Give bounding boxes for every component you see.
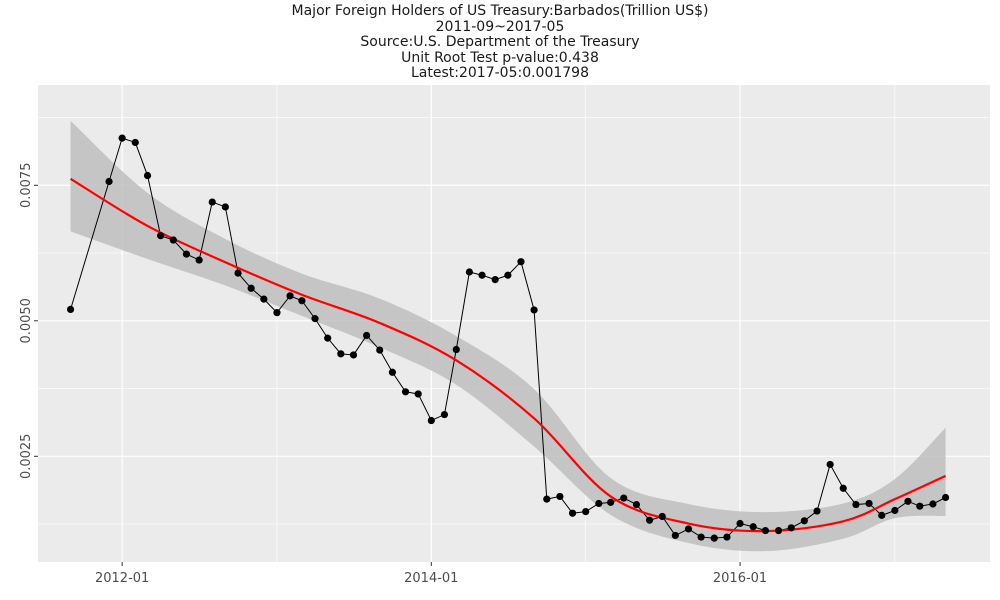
data-point	[813, 507, 821, 515]
data-point	[273, 309, 281, 317]
data-point	[671, 531, 679, 540]
data-point	[208, 198, 216, 206]
data-point	[800, 517, 808, 525]
data-point	[761, 526, 770, 535]
chart-subtitle-pvalue: Unit Root Test p-value:0.438	[401, 49, 599, 66]
data-point	[414, 390, 422, 398]
data-point	[941, 493, 950, 502]
confidence-band	[70, 120, 946, 552]
chart-subtitle-latest: Latest:2017-05:0.001798	[411, 65, 589, 81]
chart-titles: Major Foreign Holders of US Treasury:Bar…	[0, 3, 1000, 82]
data-point	[723, 533, 731, 541]
data-point	[697, 533, 705, 541]
data-point	[311, 315, 319, 323]
data-point	[298, 297, 306, 305]
data-point	[929, 500, 937, 508]
data-point	[260, 295, 268, 303]
chart-subtitle-range: 2011-09~2017-05	[435, 18, 565, 35]
data-point	[658, 512, 666, 521]
data-point	[684, 525, 693, 533]
data-point	[826, 460, 834, 469]
data-point	[556, 492, 564, 501]
data-point	[286, 292, 294, 300]
data-point	[221, 203, 229, 211]
chart-subtitle-source: Source:U.S. Department of the Treasury	[360, 34, 640, 50]
data-point	[736, 519, 744, 528]
y-tick-label: 0.0025	[19, 434, 34, 480]
data-point	[891, 506, 899, 515]
data-point	[440, 410, 449, 419]
data-point	[904, 497, 912, 505]
data-point	[427, 416, 435, 425]
data-point	[66, 305, 75, 314]
chart-title: Major Foreign Holders of US Treasury:Bar…	[291, 3, 709, 19]
x-tick-label: 2014-01	[404, 571, 458, 586]
data-point	[478, 271, 486, 279]
data-point	[452, 345, 460, 354]
trend-line	[69, 177, 947, 533]
data-point	[388, 368, 397, 376]
data-point	[118, 134, 126, 142]
data-point	[491, 275, 499, 284]
data-point	[878, 511, 886, 519]
data-point	[401, 388, 410, 396]
data-point	[234, 269, 242, 277]
data-point	[465, 268, 473, 276]
data-point	[105, 177, 113, 186]
data-point	[607, 498, 615, 506]
data-point	[143, 171, 152, 180]
plot-panel	[38, 85, 990, 562]
data-point	[865, 499, 873, 508]
data-point	[324, 334, 332, 342]
data-point	[337, 350, 345, 358]
data-point	[582, 507, 590, 516]
data-point	[632, 500, 641, 509]
data-point	[839, 484, 847, 492]
x-tick-label: 2016-01	[713, 571, 767, 586]
data-point	[645, 516, 654, 524]
data-point	[247, 284, 255, 292]
y-tick-label: 0.0050	[19, 298, 34, 344]
data-point	[916, 502, 924, 510]
data-point	[363, 331, 371, 340]
data-point	[182, 250, 191, 258]
data-point	[376, 346, 384, 354]
data-point	[774, 526, 783, 535]
x-tick-label: 2012-01	[95, 571, 149, 586]
data-point	[749, 523, 757, 531]
data-point	[595, 499, 603, 508]
data-point	[517, 258, 525, 266]
data-point	[852, 500, 860, 509]
data-point	[710, 534, 718, 542]
data-point	[530, 306, 538, 314]
data-point	[157, 232, 165, 240]
data-point	[568, 509, 577, 517]
y-tick-label: 0.0075	[19, 163, 34, 209]
data-point	[131, 138, 139, 147]
data-point	[543, 495, 551, 503]
data-point	[169, 236, 177, 244]
data-point	[787, 524, 795, 532]
data-point	[620, 494, 628, 502]
data-point	[349, 351, 358, 359]
data-point	[195, 256, 203, 264]
data-point	[504, 271, 512, 279]
